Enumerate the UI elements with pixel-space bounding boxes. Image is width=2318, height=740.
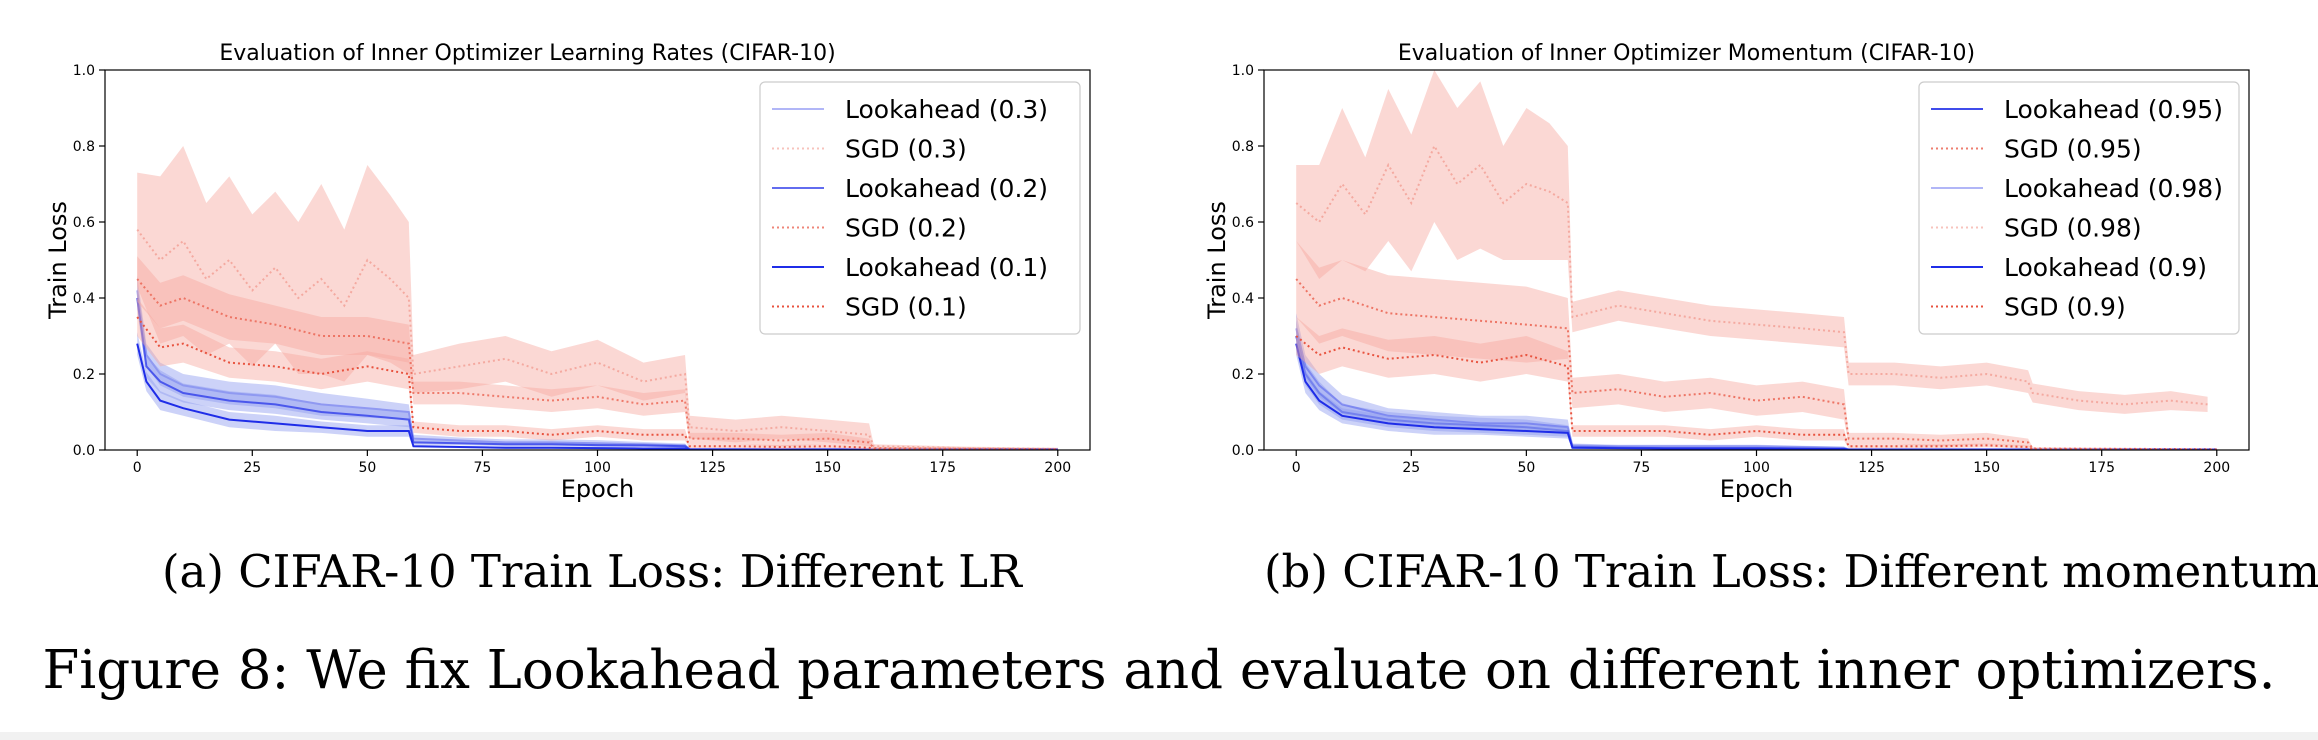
y-tick-label: 0.0 [73,443,95,459]
y-tick-label: 0.2 [73,367,95,383]
series-band-3 [137,256,1058,450]
y-tick-label: 0.2 [1232,367,1254,383]
series-line-1 [136,228,1058,450]
x-tick-label: 150 [814,460,841,476]
x-tick-label: 100 [584,460,611,476]
series-line-1 [1295,278,2217,450]
chart-b-svg: 0 25 50 75 100 125 150 175 200 0.0 0.2 0.4 0.6 0.8 1.0… [1203,41,2250,503]
x-tick-label: 50 [358,460,376,476]
x-tick-label: 25 [1402,460,1420,476]
legend-box [759,81,1081,335]
y-axis-label: Train Loss [1203,201,1231,320]
x-tick-label: 200 [1044,460,1071,476]
legend-label: Lookahead (0.3) [845,95,1048,124]
y-tick-label: 1.0 [1232,63,1254,79]
series-band-5 [137,298,1058,450]
x-axis-label: Epoch [1720,475,1794,503]
series-line-0 [136,290,1058,450]
series-line-4 [136,343,1058,450]
chart-title: Evaluation of Inner Optimizer Momentum (… [1398,41,1975,66]
legend: Lookahead (0.95) SGD (0.95) Lookahead (0.9… [1918,81,2240,335]
series-band-5 [1296,317,2217,450]
series-band-1 [1296,241,2217,450]
y-tick-label: 0.0 [1232,443,1254,459]
subcaption-a: (a) CIFAR-10 Train Loss: Different LR [162,545,1022,598]
legend: Lookahead (0.3) SGD (0.3) Lookahead (0.2) S… [759,81,1081,335]
chart-panel-a: 0 25 50 75 100 125 150 175 200 0.0 0.2 0.4 0.6 0.8 1.0… [0,0,1159,520]
legend-box [1918,81,2240,335]
chart-panel-b: 0 25 50 75 100 125 150 175 200 0.0 0.2 0.4 0.6 0.8 1.0… [1159,0,2318,520]
series-band-3 [1296,70,2208,414]
series-line-2 [136,297,1058,450]
chart-title: Evaluation of Inner Optimizer Learning R… [219,41,835,66]
y-tick-label: 0.8 [1232,139,1254,155]
bottom-divider [0,732,2318,740]
legend-label: Lookahead (0.1) [845,253,1048,282]
series-band-1 [137,146,1058,450]
series-line-3 [136,278,1058,450]
y-tick-label: 0.6 [73,215,95,231]
y-axis-label: Train Loss [44,201,72,320]
x-tick-label: 100 [1743,460,1770,476]
x-axis-label: Epoch [561,475,635,503]
series-line-3 [1295,143,2208,406]
y-tick-label: 1.0 [73,63,95,79]
y-tick-label: 0.4 [1232,291,1254,307]
legend-label: SGD (0.2) [845,214,967,243]
x-tick-label: 175 [929,460,956,476]
legend-label: SGD (0.98) [2004,214,2142,243]
x-tick-label: 150 [1973,460,2000,476]
series-line-5 [136,316,1058,450]
plot-area [1295,70,2217,450]
series-line-4 [1295,343,2217,450]
legend-label: SGD (0.95) [2004,135,2142,164]
subcaption-b: (b) CIFAR-10 Train Loss: Different momen… [1264,545,2318,598]
x-tick-label: 50 [1517,460,1535,476]
plot-area [136,146,1058,450]
legend-label: Lookahead (0.9) [2004,253,2207,282]
x-tick-label: 175 [2088,460,2115,476]
legend-label: Lookahead (0.95) [2004,95,2223,124]
series-band-2 [137,286,1058,450]
x-tick-label: 125 [699,460,726,476]
y-tick-label: 0.4 [73,291,95,307]
legend-label: Lookahead (0.98) [2004,174,2223,203]
chart-a-svg: 0 25 50 75 100 125 150 175 200 0.0 0.2 0.4 0.6 0.8 1.0… [44,41,1091,503]
series-line-2 [1295,328,2217,450]
x-tick-label: 0 [1292,460,1301,476]
x-tick-label: 0 [133,460,142,476]
x-tick-label: 125 [1858,460,1885,476]
x-tick-label: 75 [1633,460,1651,476]
x-tick-label: 25 [243,460,261,476]
y-tick-label: 0.8 [73,139,95,155]
x-tick-label: 200 [2203,460,2230,476]
series-band-2 [1296,313,2217,450]
y-tick-label: 0.6 [1232,215,1254,231]
legend-label: SGD (0.9) [2004,293,2126,322]
legend-label: SGD (0.3) [845,135,967,164]
series-band-0 [137,275,1058,450]
figure-caption: Figure 8: We fix Lookahead parameters an… [42,640,2276,701]
x-tick-label: 75 [474,460,492,476]
legend-label: Lookahead (0.2) [845,174,1048,203]
legend-label: SGD (0.1) [845,293,967,322]
